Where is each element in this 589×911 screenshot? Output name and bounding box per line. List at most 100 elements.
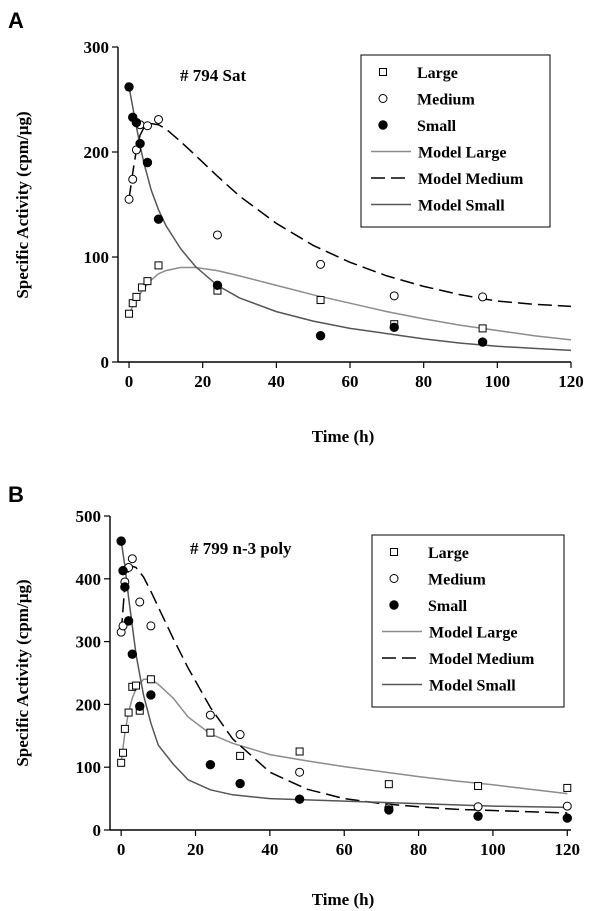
data-point-medium — [128, 174, 138, 184]
x-tick-label: 60 — [342, 372, 359, 391]
data-point-small — [146, 690, 156, 700]
y-tick-label: 300 — [76, 633, 102, 652]
data-point-small — [142, 157, 153, 168]
legend-label: Model Large — [429, 625, 517, 642]
panel-b-letter: B — [8, 482, 24, 507]
data-point-small — [389, 322, 399, 333]
panel-a-plot-area — [124, 82, 572, 352]
panel-a-ticks: 0 100 200 300 0 20 40 60 80 100 120 — [84, 38, 584, 391]
panel-b-legend: Large Medium Small Model Large Model Medium M… — [371, 534, 565, 708]
x-tick-label: 100 — [485, 372, 511, 391]
data-point-large — [117, 758, 126, 767]
legend-label: Model Small — [418, 198, 505, 215]
data-point-large — [295, 747, 304, 756]
data-point-large — [154, 261, 163, 270]
legend-marker-medium — [378, 94, 388, 103]
series-line-model-medium — [128, 122, 572, 308]
data-point-medium — [146, 621, 156, 631]
data-point-medium — [562, 801, 572, 811]
y-tick-label: 200 — [84, 143, 110, 162]
y-tick-label: 100 — [76, 758, 102, 777]
y-tick-label: 300 — [84, 38, 110, 57]
data-point-medium — [212, 230, 222, 240]
data-point-large — [384, 780, 393, 789]
data-point-small — [123, 616, 134, 626]
panel-a-legend: Large Medium Small Model Large Model Medium M… — [360, 54, 551, 228]
data-point-large — [474, 782, 483, 791]
data-point-medium — [316, 259, 326, 269]
data-point-large — [478, 324, 487, 333]
legend-label: Model Medium — [429, 651, 535, 668]
data-point-large — [132, 681, 141, 690]
data-point-small — [477, 337, 488, 347]
y-tick-label: 100 — [84, 248, 110, 267]
data-point-medium — [389, 291, 399, 301]
panel-b-plot-area — [116, 536, 572, 823]
data-point-small — [473, 811, 483, 821]
data-point-medium — [205, 710, 215, 720]
x-tick-label: 0 — [117, 840, 126, 859]
data-point-small — [118, 565, 128, 576]
data-point-small — [127, 649, 138, 659]
data-point-large — [124, 708, 133, 717]
x-tick-label: 120 — [555, 840, 581, 859]
x-tick-label: 80 — [415, 372, 432, 391]
data-point-medium — [473, 802, 483, 812]
legend-label: Model Medium — [418, 171, 524, 188]
legend-marker-small — [378, 120, 388, 130]
data-point-large — [143, 277, 152, 286]
x-tick-label: 80 — [410, 840, 427, 859]
data-point-small — [315, 331, 326, 341]
data-point-small — [124, 82, 134, 92]
panel-a: A # 794 Sat Time (h) Specific Activity (… — [8, 8, 584, 446]
panel-b-x-axis-label: Time (h) — [312, 890, 375, 909]
data-point-large — [132, 292, 141, 301]
legend-label: Large — [428, 545, 469, 562]
data-point-small — [116, 536, 126, 546]
data-point-medium — [142, 121, 152, 131]
data-point-large — [316, 296, 325, 305]
data-point-medium — [295, 767, 305, 777]
data-point-medium — [124, 194, 134, 204]
data-point-small — [235, 778, 245, 789]
data-point-large — [206, 728, 215, 737]
data-point-medium — [135, 597, 145, 607]
data-point-medium — [235, 730, 245, 740]
series-line-model-small — [120, 540, 568, 809]
panel-a-annotation: # 794 Sat — [180, 66, 246, 85]
y-tick-label: 400 — [76, 570, 102, 589]
data-point-small — [135, 138, 145, 149]
data-point-large — [563, 783, 572, 792]
legend-label: Medium — [428, 572, 486, 589]
data-point-medium — [478, 292, 488, 302]
panel-b-ticks: 0 100 200 300 400 500 0 20 40 60 80 100 120 — [76, 507, 581, 859]
panel-a-letter: A — [8, 8, 24, 33]
data-point-small — [153, 214, 164, 224]
x-tick-label: 60 — [336, 840, 353, 859]
data-point-large — [236, 751, 245, 760]
data-point-large — [120, 724, 129, 733]
x-tick-label: 40 — [268, 372, 285, 391]
data-point-small — [120, 582, 130, 592]
y-tick-label: 200 — [76, 695, 102, 714]
data-point-large — [146, 675, 155, 684]
legend-box — [371, 534, 565, 708]
legend-marker-large — [379, 68, 387, 76]
data-point-large — [137, 283, 146, 292]
x-tick-label: 20 — [194, 372, 211, 391]
data-point-large — [119, 748, 128, 757]
legend-marker-medium — [389, 574, 399, 583]
data-point-small — [205, 759, 216, 770]
y-tick-label: 0 — [93, 821, 102, 840]
legend-box — [360, 54, 551, 228]
data-point-small — [135, 701, 145, 711]
panel-b-y-axis-label: Specific Activity (cpm/µg) — [13, 579, 32, 766]
series-line-model-medium — [120, 565, 568, 814]
x-tick-label: 100 — [480, 840, 506, 859]
legend-label: Model Small — [429, 678, 516, 695]
data-point-small — [131, 117, 142, 128]
data-point-small — [212, 280, 223, 291]
panel-a-y-axis-label: Specific Activity (cpm/µg) — [13, 111, 32, 298]
x-tick-label: 120 — [558, 372, 584, 391]
